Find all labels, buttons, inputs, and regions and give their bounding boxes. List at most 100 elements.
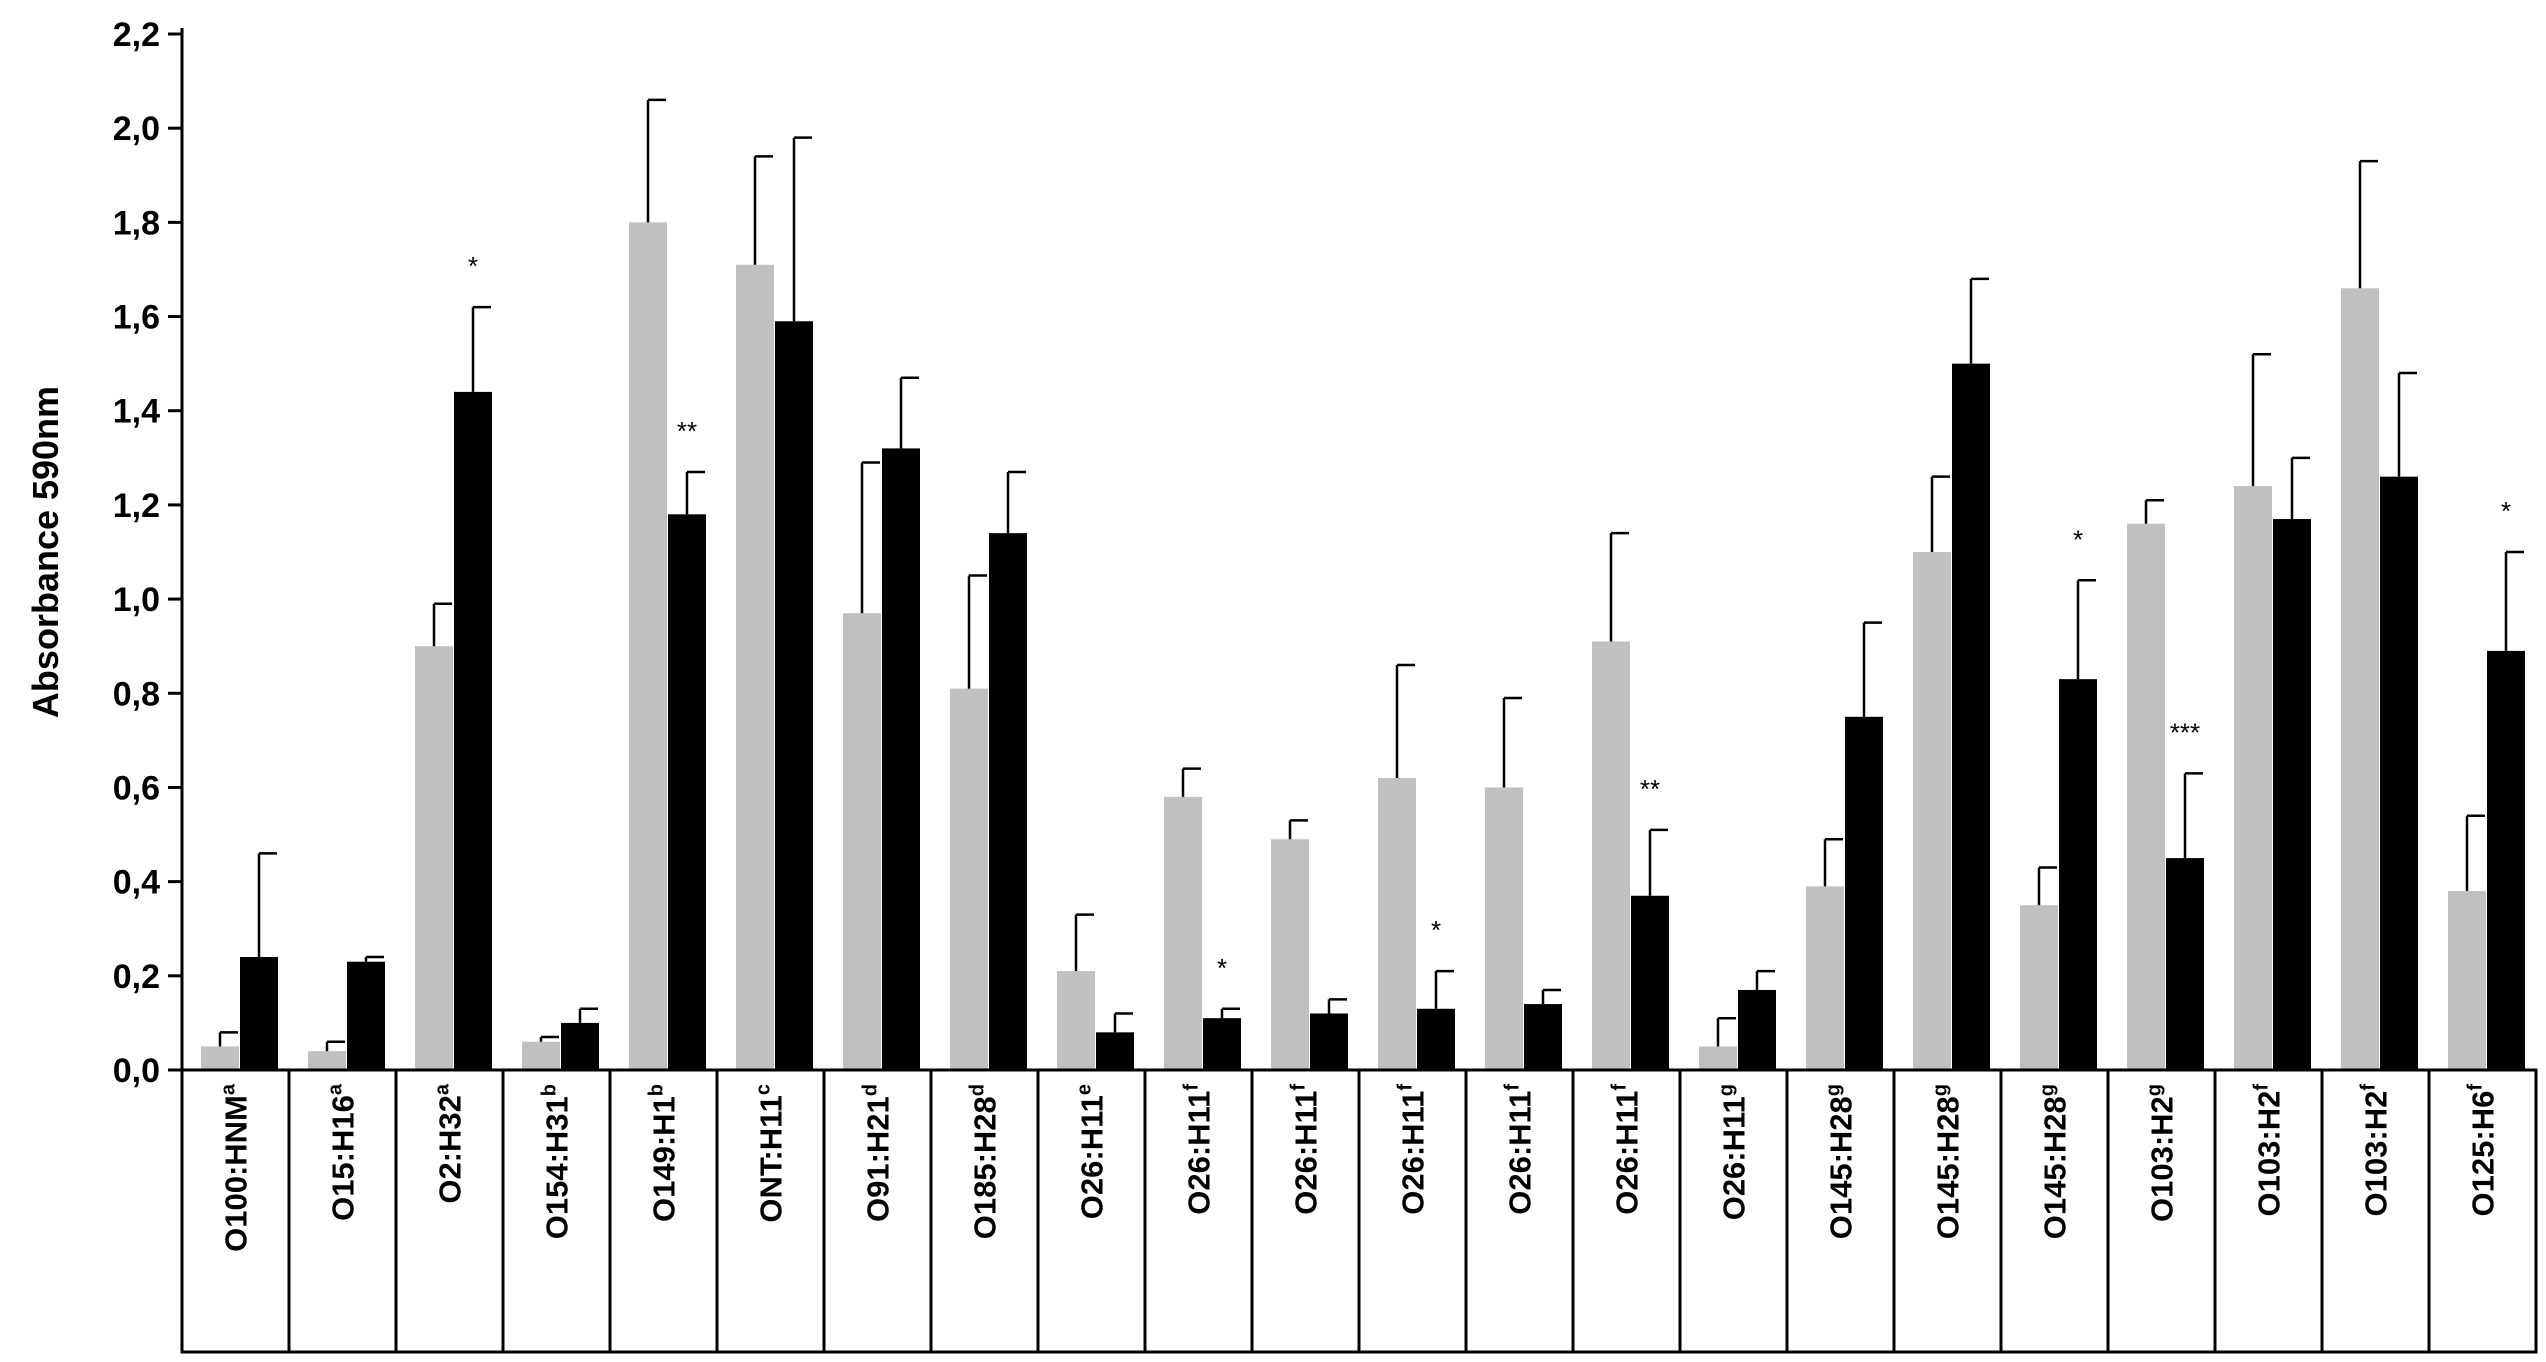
category-label-text: O26:H11: [1075, 1095, 1110, 1219]
y-tick-label: 1,6: [113, 299, 160, 337]
category-label-text: O26:H11: [1503, 1091, 1538, 1215]
category-label: O15:H16a: [325, 1083, 361, 1221]
category-superscript: f: [2465, 1084, 2487, 1091]
category-label-text: O103:H2: [2145, 1096, 2180, 1222]
category-label: O26:H11f: [1609, 1084, 1645, 1215]
category-label: O26:H11e: [1074, 1084, 1110, 1219]
category-label-text: O154:H31: [540, 1096, 575, 1239]
category-label-text: ONT:H11: [754, 1095, 789, 1222]
grey-bar: [2234, 486, 2272, 1070]
category-label-text: O145:H28: [2038, 1096, 2073, 1239]
category-label: O100:HNMa: [218, 1083, 254, 1252]
grey-bar: [950, 688, 988, 1070]
category-label-text: O149:H1: [647, 1096, 682, 1222]
category-label-text: O91:H21: [861, 1096, 896, 1222]
category-superscript: d: [967, 1084, 989, 1096]
grey-bar: [1592, 641, 1630, 1070]
significance-mark: *: [1217, 953, 1227, 983]
category-label: O26:H11f: [1502, 1084, 1538, 1215]
category-label: O26:H11f: [1395, 1084, 1431, 1215]
category-label: O26:H11f: [1288, 1084, 1324, 1215]
category-label: O26:H11f: [1181, 1084, 1217, 1215]
black-bar: [454, 391, 492, 1071]
category-label: O103:H2f: [2358, 1084, 2394, 1217]
category-superscript: f: [1502, 1084, 1524, 1091]
y-tick-label: 0,2: [113, 958, 160, 996]
significance-mark: *: [2073, 524, 2083, 554]
category-label-text: O26:H11: [1182, 1091, 1217, 1215]
category-superscript: f: [2251, 1084, 2273, 1091]
y-axis: 0,0 0,2 0,4 0,6 0,8 1,0 1,2 1,4 1,6 1,8 2,0 2,2: [113, 16, 184, 1090]
significance-mark: ***: [2170, 717, 2200, 747]
category-superscript: g: [2144, 1084, 2166, 1096]
category-superscript: g: [1930, 1084, 1952, 1096]
grey-bar: [1164, 796, 1202, 1070]
category-label-text: O26:H11: [1717, 1096, 1752, 1220]
black-bar: [1524, 1004, 1562, 1070]
black-bar: [1952, 363, 1990, 1070]
category-label-text: O103:H2: [2359, 1091, 2394, 1217]
y-tick-label: 2,2: [113, 16, 160, 54]
grey-bar: [2448, 891, 2486, 1070]
black-bar: [2273, 519, 2311, 1070]
grey-bar: [1271, 839, 1309, 1070]
black-bar: [2059, 679, 2097, 1070]
significance-mark: *: [1431, 915, 1441, 945]
black-bar: [2166, 858, 2204, 1070]
category-label: O185:H28d: [967, 1084, 1003, 1239]
black-bar: [1203, 1018, 1241, 1070]
grey-bar: [1485, 787, 1523, 1070]
significance-mark: *: [468, 251, 478, 281]
significance-mark: *: [2501, 496, 2511, 526]
grey-bar: [415, 646, 453, 1070]
black-bar: [668, 514, 706, 1070]
black-bar: [989, 533, 1027, 1070]
y-tick-label: 1,4: [113, 393, 160, 431]
grey-bar: [1913, 552, 1951, 1070]
y-tick-label: 1,8: [113, 204, 160, 242]
category-label-text: O103:H2: [2252, 1091, 2287, 1217]
grey-bar: [1378, 778, 1416, 1070]
black-bar: [347, 961, 385, 1070]
significance-marks: ************: [468, 251, 2511, 983]
category-superscript: a: [432, 1083, 454, 1095]
category-label: O145:H28g: [1823, 1084, 1859, 1239]
black-bar: [2487, 650, 2525, 1070]
category-superscript: g: [2037, 1084, 2059, 1096]
grey-bar: [1057, 971, 1095, 1070]
category-cell: [2427, 1068, 2538, 1354]
y-tick-label: 0,0: [113, 1052, 160, 1090]
category-superscript: f: [1181, 1084, 1203, 1091]
y-axis-label: Absorbance 590nm: [25, 386, 66, 718]
category-label-text: O26:H11: [1289, 1091, 1324, 1215]
grey-bar: [1806, 886, 1844, 1070]
category-superscript: d: [860, 1084, 882, 1096]
grey-bar: [843, 613, 881, 1070]
category-superscript: f: [1395, 1084, 1417, 1091]
grey-bar: [2341, 288, 2379, 1071]
black-bar: [1631, 895, 1669, 1070]
category-label-text: O2:H32: [433, 1095, 468, 1204]
category-label-text: O100:HNM: [219, 1095, 254, 1252]
category-label: O103:H2f: [2251, 1084, 2287, 1217]
category-table: O100:HNMaO15:H16aO2:H32aO154:H31bO149:H1…: [180, 1068, 2538, 1354]
grey-bar: [201, 1046, 239, 1070]
error-bars: [218, 98, 2524, 1052]
grey-bar: [2127, 523, 2165, 1070]
category-label-text: O145:H28: [1931, 1096, 1966, 1239]
category-label: O91:H21d: [860, 1084, 896, 1222]
y-tick-label: 2,0: [113, 110, 160, 148]
black-bar: [1417, 1008, 1455, 1070]
black-bar: [561, 1022, 599, 1070]
grey-bar: [2020, 905, 2058, 1070]
category-superscript: g: [1823, 1084, 1845, 1096]
black-bar: [240, 956, 278, 1070]
grey-bar: [1699, 1046, 1737, 1070]
bars: [182, 222, 2536, 1072]
black-bar: [1738, 989, 1776, 1070]
y-tick-label: 0,4: [113, 864, 160, 902]
category-label: O26:H11g: [1716, 1084, 1752, 1220]
y-tick-label: 1,0: [113, 581, 160, 619]
grey-bar: [736, 264, 774, 1070]
